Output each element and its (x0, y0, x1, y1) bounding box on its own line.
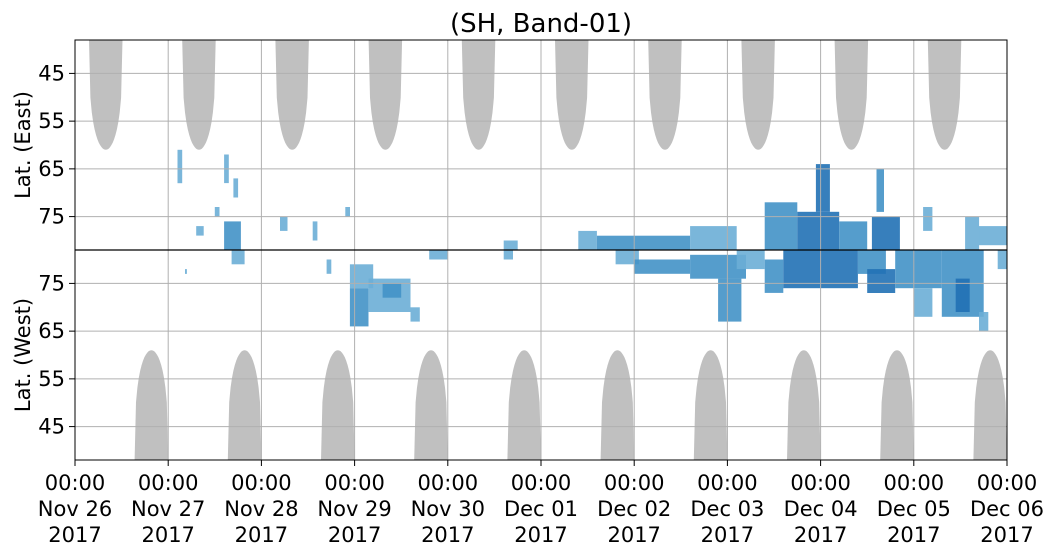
echo-patch-west-24 (997, 250, 1007, 270)
echo-patch-west-9 (503, 250, 513, 260)
echo-patch-east-5 (233, 178, 239, 198)
echo-patch-east-18 (876, 168, 884, 212)
ylabel-west: Lat. (West) (11, 298, 35, 412)
daylight-region-east-9 (927, 40, 962, 150)
echo-patch-east-13 (764, 202, 798, 250)
ytick-label-west-3: 75 (38, 271, 65, 295)
echo-patch-west-15 (764, 259, 784, 293)
echo-patch-east-9 (503, 240, 518, 250)
chart-title: (SH, Band-01) (450, 9, 632, 39)
echo-patch-west-4 (349, 288, 369, 327)
echo-patch-west-8 (429, 250, 448, 260)
echo-patch-west-17 (857, 250, 886, 274)
xtick-label-2: 00:00 Nov 28 2017 (224, 471, 298, 547)
xtick-label-5: 00:00 Dec 01 2017 (504, 471, 578, 547)
echo-patch-west-14 (736, 250, 765, 270)
daylight-region-west-0 (134, 350, 169, 460)
echo-patch-east-2 (214, 207, 220, 217)
xtick-label-7: 00:00 Dec 03 2017 (690, 471, 764, 547)
plot-area: 45 55 65 75 45 55 65 75 00:00 Nov 26 2017 00:00 Nov … (38, 39, 1044, 547)
echo-patch-east-11 (596, 235, 691, 250)
xtick-label-6: 00:00 Dec 02 2017 (597, 471, 671, 547)
echo-patch-east-16 (839, 221, 868, 250)
echo-patch-west-1 (185, 269, 187, 274)
ytick-label-west-2: 65 (38, 319, 65, 343)
daylight-region-east-2 (275, 40, 309, 150)
ytick-label-east-1: 55 (38, 109, 65, 133)
echo-patch-west-20 (913, 288, 933, 317)
echo-patch-west-22 (955, 278, 970, 312)
echo-patch-east-7 (312, 221, 318, 241)
echo-patch-west-7 (410, 307, 420, 322)
xtick-label-3: 00:00 Nov 29 2017 (317, 471, 391, 547)
echo-patch-west-11 (634, 259, 691, 274)
echo-patch-west-18 (867, 269, 896, 293)
daylight-region-east-8 (834, 40, 869, 150)
daylight-region-east-5 (554, 40, 589, 150)
daylight-region-east-0 (88, 40, 123, 150)
daylight-region-east-3 (368, 40, 403, 150)
echo-patch-east-19 (923, 207, 933, 231)
echo-patch-east-0 (177, 149, 183, 184)
daylight-region-west-1 (227, 350, 262, 460)
daylight-region-east-7 (741, 40, 775, 150)
daylight-region-west-7 (787, 350, 821, 460)
echo-patch-west-2 (326, 259, 332, 274)
daylight-region-west-4 (507, 350, 541, 460)
echo-patch-east-6 (280, 216, 288, 231)
ytick-label-west-1: 55 (38, 367, 65, 391)
xtick-label-10: 00:00 Dec 06 2017 (970, 471, 1044, 547)
daylight-region-west-5 (600, 350, 635, 460)
daylight-region-west-9 (973, 350, 1007, 460)
echo-patch-west-3 (349, 264, 374, 289)
xtick-label-0: 00:00 Nov 26 2017 (38, 471, 112, 547)
daylight-region-east-6 (648, 40, 682, 150)
xtick-label-1: 00:00 Nov 27 2017 (131, 471, 205, 547)
ytick-label-east-2: 65 (38, 157, 65, 181)
echo-patch-east-12 (690, 226, 737, 250)
daylight-region-east-1 (182, 40, 216, 150)
echo-patch-east-21 (979, 226, 1007, 246)
xtick-label-9: 00:00 Dec 05 2017 (877, 471, 951, 547)
echo-patch-east-10 (578, 230, 597, 250)
echo-patch-east-20 (965, 216, 980, 250)
daylight-region-west-2 (321, 350, 355, 460)
daylight-region-west-3 (414, 350, 448, 460)
echo-patch-east-17 (871, 216, 900, 250)
echo-patch-west-10 (615, 250, 639, 265)
ylabel-east: Lat. (East) (11, 91, 35, 199)
ytick-label-east-0: 45 (38, 61, 65, 85)
echo-patch-west-6 (382, 283, 402, 298)
daylight-region-east-4 (461, 40, 496, 150)
echo-patch-east-14 (797, 211, 840, 250)
echo-patch-west-0 (231, 250, 245, 265)
echo-patch-west-13 (718, 278, 742, 322)
ytick-label-west-0: 45 (38, 415, 65, 439)
daylight-region-west-8 (880, 350, 914, 460)
echo-patch-east-1 (196, 226, 204, 236)
xtick-label-4: 00:00 Nov 30 2017 (411, 471, 485, 547)
echo-patch-west-12 (690, 254, 746, 279)
echo-patch-west-23 (979, 312, 989, 332)
echo-patch-east-4 (224, 221, 241, 250)
echo-patch-east-15 (815, 164, 830, 212)
daylight-region-west-6 (693, 350, 728, 460)
echo-patch-west-19 (895, 250, 942, 289)
xtick-label-8: 00:00 Dec 04 2017 (784, 471, 858, 547)
ytick-label-east-3: 75 (38, 205, 65, 229)
echo-patch-east-8 (345, 207, 350, 217)
